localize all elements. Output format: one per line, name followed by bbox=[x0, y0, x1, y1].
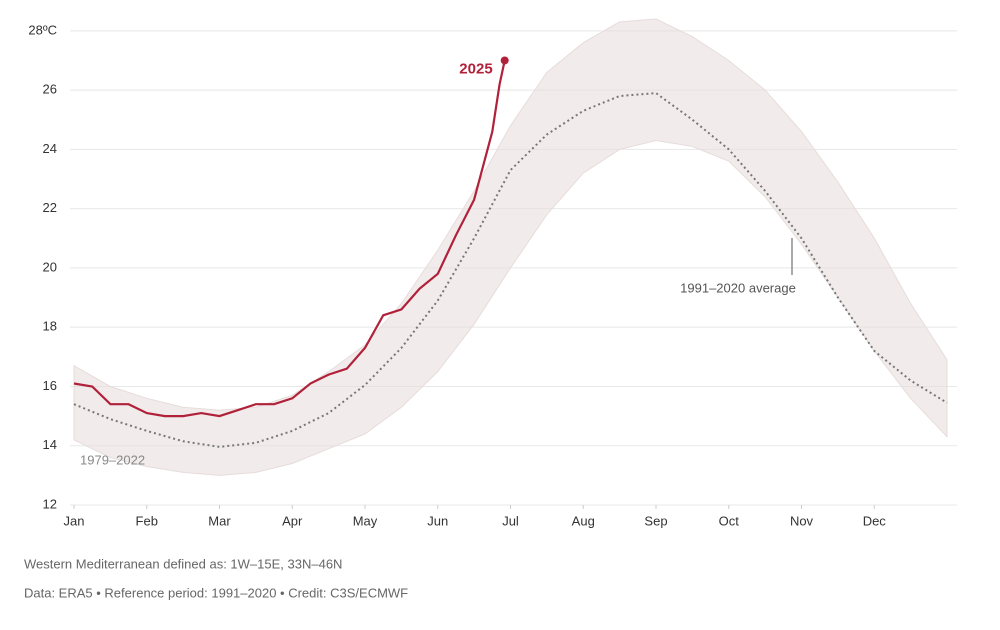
average-line bbox=[73, 92, 948, 448]
end-point bbox=[500, 56, 509, 65]
x-tick-label: Dec bbox=[863, 513, 887, 528]
series-label: 1991–2020 average bbox=[680, 280, 796, 295]
y-tick-label: 12 bbox=[43, 496, 57, 511]
footnote: Data: ERA5 • Reference period: 1991–2020… bbox=[24, 585, 408, 600]
x-tick-label: May bbox=[353, 513, 378, 528]
series-label: 1979–2022 bbox=[80, 452, 145, 467]
y-tick-label: 24 bbox=[43, 141, 57, 156]
x-tick-label: Feb bbox=[136, 513, 158, 528]
x-tick-label: Nov bbox=[790, 513, 814, 528]
x-tick-label: Sep bbox=[644, 513, 667, 528]
y-tick-label: 14 bbox=[43, 437, 57, 452]
footnote: Western Mediterranean defined as: 1W–15E… bbox=[24, 556, 342, 571]
x-tick-label: Apr bbox=[282, 513, 303, 528]
series-line bbox=[73, 60, 506, 418]
x-tick-label: Jul bbox=[502, 513, 519, 528]
x-tick-label: Mar bbox=[208, 513, 231, 528]
y-tick-label: 16 bbox=[43, 378, 57, 393]
x-tick-label: Jun bbox=[427, 513, 448, 528]
x-tick-label: Aug bbox=[572, 513, 595, 528]
range-band bbox=[73, 18, 948, 476]
series-label: 2025 bbox=[459, 60, 492, 77]
y-tick-label: 28ºC bbox=[28, 22, 57, 37]
y-tick-label: 20 bbox=[43, 259, 57, 274]
y-tick-label: 26 bbox=[43, 82, 57, 97]
x-tick-label: Oct bbox=[719, 513, 740, 528]
y-tick-label: 22 bbox=[43, 200, 57, 215]
y-tick-label: 18 bbox=[43, 319, 57, 334]
x-tick-label: Jan bbox=[64, 513, 85, 528]
